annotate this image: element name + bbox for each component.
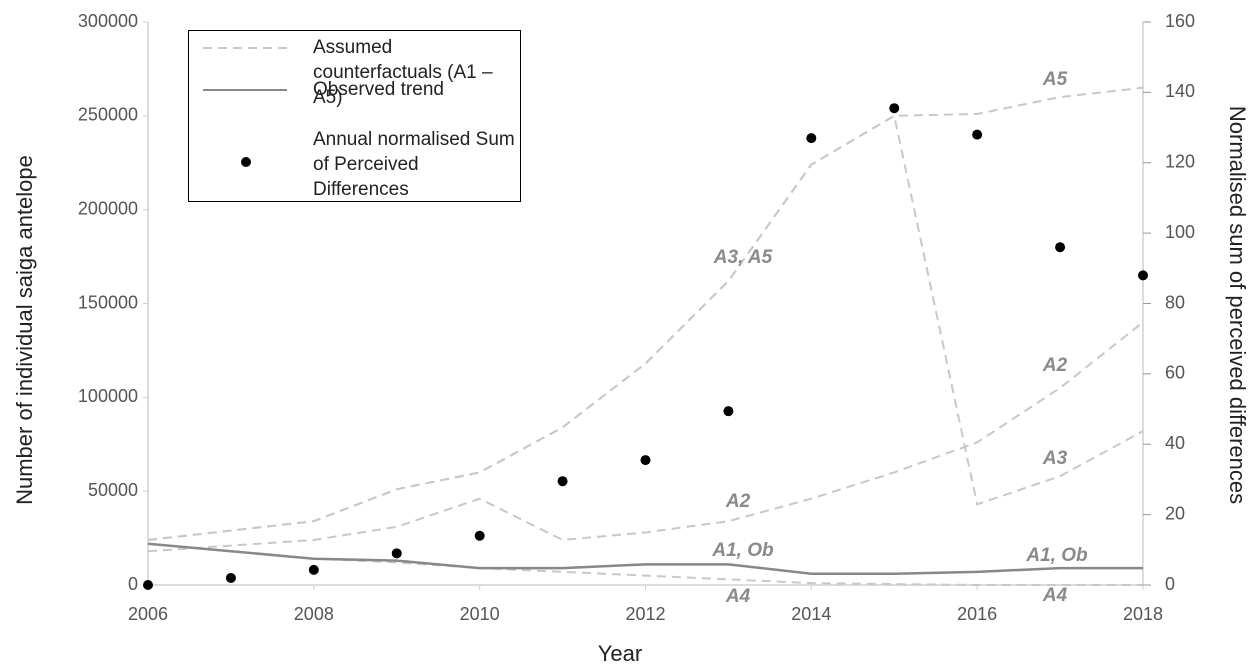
- sum-point: [557, 476, 568, 487]
- x-tick-label: 2018: [1123, 604, 1163, 624]
- legend-label: Observed trend: [313, 79, 444, 100]
- annotation: A2: [1042, 355, 1068, 376]
- sum-point: [972, 129, 983, 140]
- sum-point: [889, 103, 900, 114]
- counterfactual-line: [147, 114, 1144, 541]
- y-tick-label: 300000: [78, 11, 138, 31]
- x-tick-label: 2014: [791, 604, 831, 624]
- y2-tick-label: 60: [1165, 363, 1185, 383]
- sum-point: [723, 406, 734, 417]
- x-tick-label: 2016: [957, 604, 997, 624]
- legend-swatch: [203, 89, 287, 91]
- annotation: A1, Ob: [711, 540, 774, 561]
- x-tick-label: 2006: [128, 604, 168, 624]
- y-tick-label: 250000: [78, 105, 138, 125]
- y-tick-label: 100000: [78, 386, 138, 406]
- y2-tick-label: 20: [1165, 503, 1185, 523]
- sum-point: [1055, 242, 1066, 253]
- x-tick-label: 2008: [294, 604, 334, 624]
- y2-tick-label: 120: [1165, 152, 1195, 172]
- annotation: A2: [725, 491, 751, 512]
- legend: Assumed counterfactuals (A1 – A5) Observe…: [188, 30, 521, 202]
- annotation: A3: [1042, 448, 1068, 469]
- sum-point: [143, 580, 153, 590]
- legend-label: Assumed counterfactuals (A1 – A5): [313, 37, 493, 108]
- x-axis-title: Year: [598, 641, 642, 666]
- sum-point: [1138, 270, 1148, 281]
- y-tick-label: 200000: [78, 198, 138, 218]
- sum-point: [225, 572, 236, 583]
- annotation: A4: [1042, 585, 1068, 606]
- y-tick-label: 50000: [88, 480, 138, 500]
- legend-swatch: [203, 47, 287, 49]
- y2-tick-label: 160: [1165, 11, 1195, 31]
- y2-tick-label: 80: [1165, 292, 1185, 312]
- x-tick-label: 2010: [460, 604, 500, 624]
- sum-point: [640, 455, 651, 466]
- legend-label: Annual normalised Sum of Perceived Diffe…: [313, 129, 515, 200]
- y2-tick-label: 140: [1165, 81, 1195, 101]
- legend-marker: [241, 157, 251, 167]
- sum-point: [308, 564, 319, 575]
- x-tick-label: 2012: [625, 604, 665, 624]
- annotation: A1, Ob: [1025, 545, 1088, 566]
- y-tick-label: 150000: [78, 292, 138, 312]
- legend-swatch: [241, 157, 251, 167]
- y-axis-title: Number of individual saiga antelope: [12, 155, 37, 505]
- counterfactual-line: [147, 321, 1144, 553]
- y2-axis-title: Normalised sum of perceived differences: [1225, 106, 1250, 504]
- sum-point: [806, 133, 817, 144]
- y2-tick-label: 100: [1165, 222, 1195, 242]
- y2-tick-label: 40: [1165, 433, 1185, 453]
- y-tick-label: 0: [128, 574, 138, 594]
- annotation: A3, A5: [713, 247, 773, 268]
- annotation: A4: [725, 586, 751, 607]
- sum-point: [391, 548, 402, 559]
- annotation: A5: [1042, 69, 1068, 90]
- y2-tick-label: 0: [1165, 574, 1175, 594]
- observed-line: [147, 542, 1143, 575]
- sum-point: [474, 530, 485, 541]
